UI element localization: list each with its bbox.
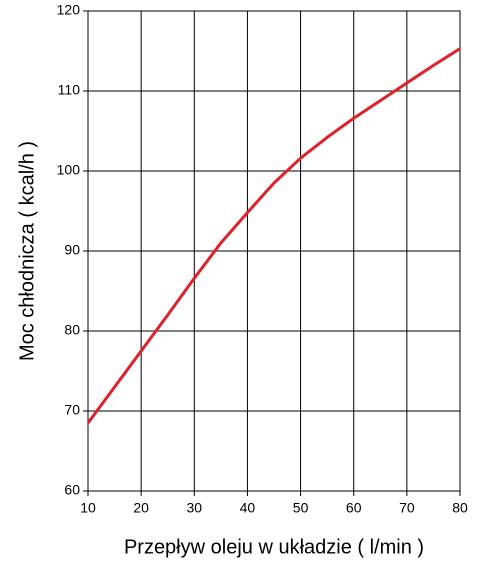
x-tick-label: 20 xyxy=(133,500,149,516)
x-tick-label: 40 xyxy=(240,500,256,516)
y-tick-label: 110 xyxy=(58,82,81,98)
x-tick-label: 70 xyxy=(399,500,415,516)
x-tick-label: 50 xyxy=(293,500,309,516)
y-tick-label: 120 xyxy=(57,2,81,18)
x-tick-label: 60 xyxy=(346,500,362,516)
x-tick-label: 30 xyxy=(186,500,202,516)
x-tick-label: 80 xyxy=(452,500,468,516)
y-tick-label: 70 xyxy=(64,402,80,418)
y-tick-label: 90 xyxy=(64,242,80,258)
y-tick-label: 80 xyxy=(64,322,80,338)
x-tick-label: 10 xyxy=(80,500,96,516)
y-axis-title: Moc chłodnicza ( kcal/h ) xyxy=(16,141,38,361)
y-tick-label: 100 xyxy=(57,162,81,178)
x-axis-title: Przepływ oleju w układzie ( l/min ) xyxy=(124,536,424,558)
data-line xyxy=(86,47,461,424)
y-tick-label: 60 xyxy=(64,482,80,498)
